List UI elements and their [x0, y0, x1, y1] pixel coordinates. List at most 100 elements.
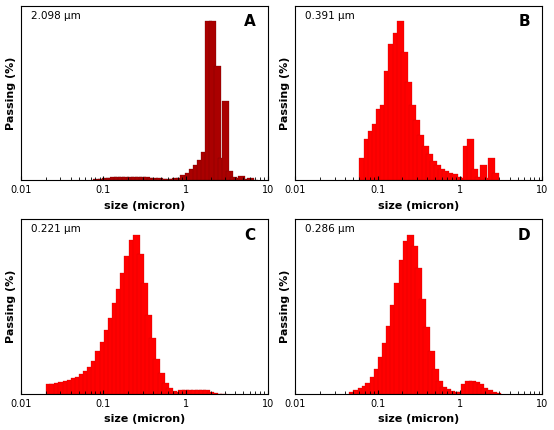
- Bar: [353, 390, 360, 394]
- Bar: [122, 177, 130, 181]
- Bar: [176, 178, 183, 181]
- Bar: [162, 383, 168, 394]
- Bar: [149, 338, 156, 394]
- Bar: [49, 384, 57, 394]
- Bar: [370, 378, 377, 394]
- Bar: [378, 357, 385, 394]
- Bar: [170, 391, 177, 394]
- Bar: [436, 381, 443, 394]
- Bar: [75, 377, 82, 394]
- Bar: [95, 351, 102, 394]
- Bar: [214, 66, 220, 181]
- X-axis label: size (micron): size (micron): [378, 415, 459, 424]
- Bar: [484, 178, 491, 181]
- Bar: [372, 124, 379, 181]
- Bar: [467, 139, 474, 181]
- X-axis label: size (micron): size (micron): [104, 201, 185, 211]
- Bar: [93, 179, 100, 181]
- Bar: [187, 390, 193, 394]
- Bar: [222, 101, 229, 181]
- Bar: [407, 235, 414, 394]
- Y-axis label: Passing (%): Passing (%): [6, 270, 16, 343]
- Text: 0.391 μm: 0.391 μm: [305, 11, 355, 21]
- Bar: [63, 381, 70, 394]
- Bar: [178, 390, 185, 394]
- Bar: [471, 169, 478, 181]
- Bar: [438, 169, 445, 181]
- Bar: [465, 381, 472, 394]
- Bar: [448, 391, 455, 394]
- Bar: [100, 341, 107, 394]
- Bar: [374, 369, 381, 394]
- Bar: [376, 108, 383, 181]
- Bar: [88, 367, 95, 394]
- Bar: [112, 304, 119, 394]
- Bar: [166, 388, 173, 394]
- Bar: [230, 177, 237, 181]
- Bar: [139, 177, 146, 181]
- Bar: [201, 152, 208, 181]
- Text: A: A: [244, 14, 256, 29]
- Bar: [488, 158, 495, 181]
- Text: 2.098 μm: 2.098 μm: [31, 11, 81, 21]
- Bar: [91, 361, 98, 394]
- Bar: [151, 178, 158, 181]
- Bar: [193, 165, 200, 181]
- Bar: [473, 382, 480, 394]
- Bar: [422, 146, 429, 181]
- Bar: [455, 177, 461, 181]
- Bar: [58, 382, 65, 394]
- Bar: [459, 178, 466, 181]
- Text: D: D: [517, 228, 530, 243]
- Bar: [475, 177, 483, 181]
- Bar: [143, 177, 150, 181]
- Bar: [110, 177, 117, 181]
- Bar: [416, 268, 422, 394]
- Bar: [357, 388, 365, 394]
- Bar: [440, 387, 447, 394]
- Bar: [83, 371, 90, 394]
- Y-axis label: Passing (%): Passing (%): [6, 56, 16, 130]
- Bar: [456, 393, 464, 394]
- Text: 0.221 μm: 0.221 μm: [31, 224, 81, 234]
- Bar: [349, 392, 356, 394]
- Bar: [434, 165, 441, 181]
- Bar: [430, 162, 437, 181]
- Bar: [494, 393, 501, 394]
- Bar: [79, 374, 86, 394]
- Bar: [403, 241, 410, 394]
- Bar: [384, 71, 391, 181]
- Bar: [203, 390, 210, 394]
- Bar: [401, 52, 408, 181]
- Bar: [172, 178, 179, 181]
- Bar: [119, 177, 125, 181]
- Bar: [226, 171, 233, 181]
- Bar: [243, 179, 249, 181]
- Bar: [394, 283, 402, 394]
- Bar: [189, 169, 196, 181]
- Bar: [391, 305, 397, 394]
- Bar: [234, 178, 242, 181]
- X-axis label: size (micron): size (micron): [378, 201, 459, 211]
- Bar: [405, 82, 412, 181]
- Bar: [368, 131, 375, 181]
- Bar: [419, 299, 427, 394]
- Bar: [247, 178, 254, 181]
- Bar: [160, 178, 167, 181]
- Bar: [106, 178, 113, 181]
- Bar: [481, 388, 489, 394]
- Bar: [469, 381, 476, 394]
- Bar: [156, 178, 162, 181]
- Bar: [209, 22, 217, 181]
- Bar: [195, 390, 202, 394]
- Bar: [432, 369, 439, 394]
- Bar: [485, 390, 493, 394]
- Bar: [386, 326, 393, 394]
- Bar: [211, 393, 218, 394]
- Bar: [191, 390, 198, 394]
- X-axis label: size (micron): size (micron): [104, 415, 185, 424]
- Bar: [108, 318, 115, 394]
- Text: C: C: [245, 228, 256, 243]
- Bar: [477, 384, 484, 394]
- Bar: [101, 178, 109, 181]
